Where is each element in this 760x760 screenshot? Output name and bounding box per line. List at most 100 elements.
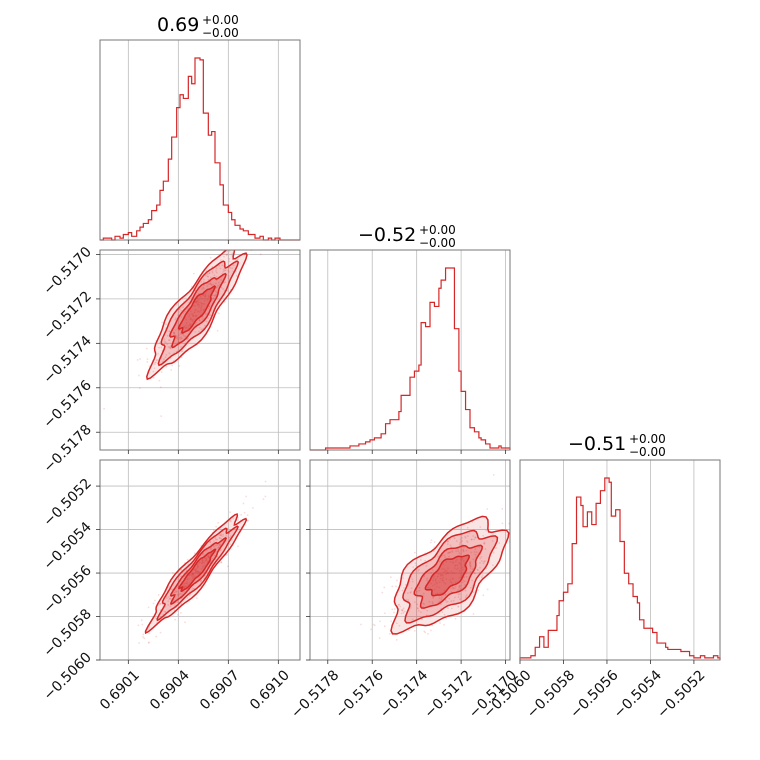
sample-point [217, 281, 220, 284]
sample-point [202, 294, 204, 297]
sample-point [209, 553, 212, 556]
sample-point [237, 244, 239, 246]
sample-point [194, 569, 197, 572]
sample-point [208, 272, 211, 274]
sample-point [459, 584, 461, 587]
sample-point [198, 571, 201, 574]
sample-point [159, 602, 161, 605]
sample-point [379, 620, 381, 623]
sample-point [452, 587, 455, 590]
sample-point [450, 600, 453, 603]
sample-point [195, 314, 198, 317]
sample-point [187, 583, 189, 586]
sample-point [194, 304, 197, 307]
sample-point [189, 323, 192, 326]
sample-point [200, 305, 203, 307]
sample-point [203, 308, 206, 311]
sample-point [200, 309, 203, 312]
sample-point [212, 297, 215, 300]
sample-point [237, 519, 240, 521]
sample-point [160, 415, 163, 417]
sample-point [194, 567, 197, 570]
sample-point [233, 247, 235, 249]
sample-point [474, 572, 476, 575]
sample-point [220, 561, 223, 564]
sample-point [438, 600, 441, 603]
sample-point [199, 580, 202, 583]
sample-point [443, 613, 446, 616]
sample-point [448, 597, 451, 600]
sample-point [176, 337, 179, 340]
sample-point [161, 321, 164, 324]
sample-point [221, 264, 224, 267]
sample-point [192, 313, 194, 316]
sample-point [491, 564, 494, 567]
sample-point [446, 607, 449, 610]
sample-point [433, 575, 435, 578]
sample-point [205, 274, 207, 277]
sample-point [182, 306, 184, 309]
sample-point [178, 593, 180, 596]
sample-point [218, 546, 220, 548]
sample-point [182, 586, 185, 589]
sample-point [474, 536, 477, 539]
sample-point [140, 619, 143, 622]
sample-point [420, 611, 422, 614]
sample-point [430, 571, 433, 574]
sample-point [185, 326, 187, 329]
sample-point [199, 295, 202, 298]
sample-point [237, 516, 240, 519]
sample-point [237, 545, 239, 548]
sample-point [173, 332, 175, 335]
sample-point [214, 290, 217, 293]
sample-point [186, 578, 189, 581]
sample-point [234, 259, 237, 262]
sample-point [434, 579, 437, 582]
sample-point [449, 538, 451, 541]
sample-point [190, 310, 192, 313]
sample-point [441, 611, 444, 614]
sample-point [197, 304, 199, 306]
sample-point [476, 569, 479, 571]
sample-point [229, 535, 232, 538]
sample-point [163, 610, 166, 613]
sample-point [430, 539, 433, 542]
sample-point [192, 320, 195, 323]
sample-point [153, 363, 156, 366]
sample-point [453, 567, 456, 570]
sample-point [536, 510, 538, 512]
sample-point [209, 282, 212, 285]
x-tick-label: 0.6907 [197, 667, 243, 713]
sample-point [204, 559, 207, 562]
sample-point [180, 345, 182, 348]
sample-point [205, 313, 208, 316]
sample-point [443, 581, 445, 584]
sample-point [201, 317, 204, 320]
sample-point [205, 558, 208, 561]
sample-point [200, 307, 202, 310]
sample-point [431, 601, 434, 603]
sample-point [459, 587, 462, 590]
sample-point [435, 581, 438, 584]
sample-point [159, 386, 162, 389]
sample-point [483, 542, 485, 545]
sample-point [457, 567, 459, 570]
title-value: −0.52 [358, 224, 416, 246]
sample-point [464, 589, 467, 592]
title-param-1: −0.52 +0.00 −0.00 [358, 223, 456, 250]
sample-point [434, 578, 437, 581]
sample-point [194, 301, 197, 304]
sample-point [219, 267, 222, 270]
sample-point [178, 336, 181, 339]
sample-point [189, 593, 192, 596]
sample-point [462, 546, 465, 549]
sample-point [103, 407, 106, 410]
sample-point [431, 569, 434, 572]
sample-point [187, 327, 190, 330]
sample-point [418, 586, 421, 589]
sample-point [204, 295, 206, 298]
sample-point [220, 533, 223, 536]
sample-point [449, 551, 452, 554]
sample-point [193, 311, 196, 314]
sample-point [403, 587, 405, 589]
